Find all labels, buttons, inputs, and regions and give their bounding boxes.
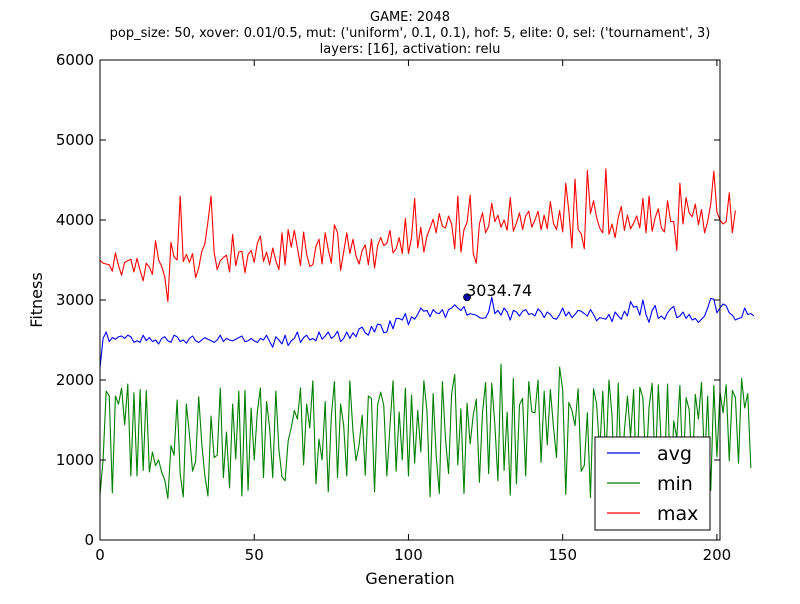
y-tick-label: 1000 [56,451,94,469]
legend-label-avg: avg [657,443,692,465]
series-line-avg [99,296,755,369]
series-line-max [99,168,736,303]
peak-annotation: 3034.74 [463,281,532,302]
y-tick-label: 6000 [56,51,94,69]
x-tick-label: 0 [95,546,105,564]
plot-area [99,168,755,503]
title-line-3: layers: [16], activation: relu [320,42,501,57]
y-tick-label: 3000 [56,291,94,309]
title-line-1: GAME: 2048 [370,10,450,25]
x-tick-label: 150 [548,546,577,564]
legend-label-min: min [657,473,693,495]
y-tick-label: 2000 [56,371,94,389]
series-line-min [99,363,752,503]
x-tick-label: 200 [703,546,732,564]
y-tick-label: 4000 [56,211,94,229]
title: GAME: 2048 pop_size: 50, xover: 0.01/0.5… [110,10,711,57]
y-tick-label: 5000 [56,131,94,149]
x-axis-label: Generation [365,569,454,588]
annotation-marker [463,293,471,302]
legend: avg min max [594,436,711,531]
legend-label-max: max [657,503,698,525]
x-tick-label: 100 [394,546,423,564]
annotation-label: 3034.74 [466,281,532,300]
y-axis-label: Fitness [27,272,46,327]
y-tick-label: 0 [84,531,94,549]
title-line-2: pop_size: 50, xover: 0.01/0.5, mut: ('un… [110,26,711,41]
x-tick-label: 50 [245,546,264,564]
